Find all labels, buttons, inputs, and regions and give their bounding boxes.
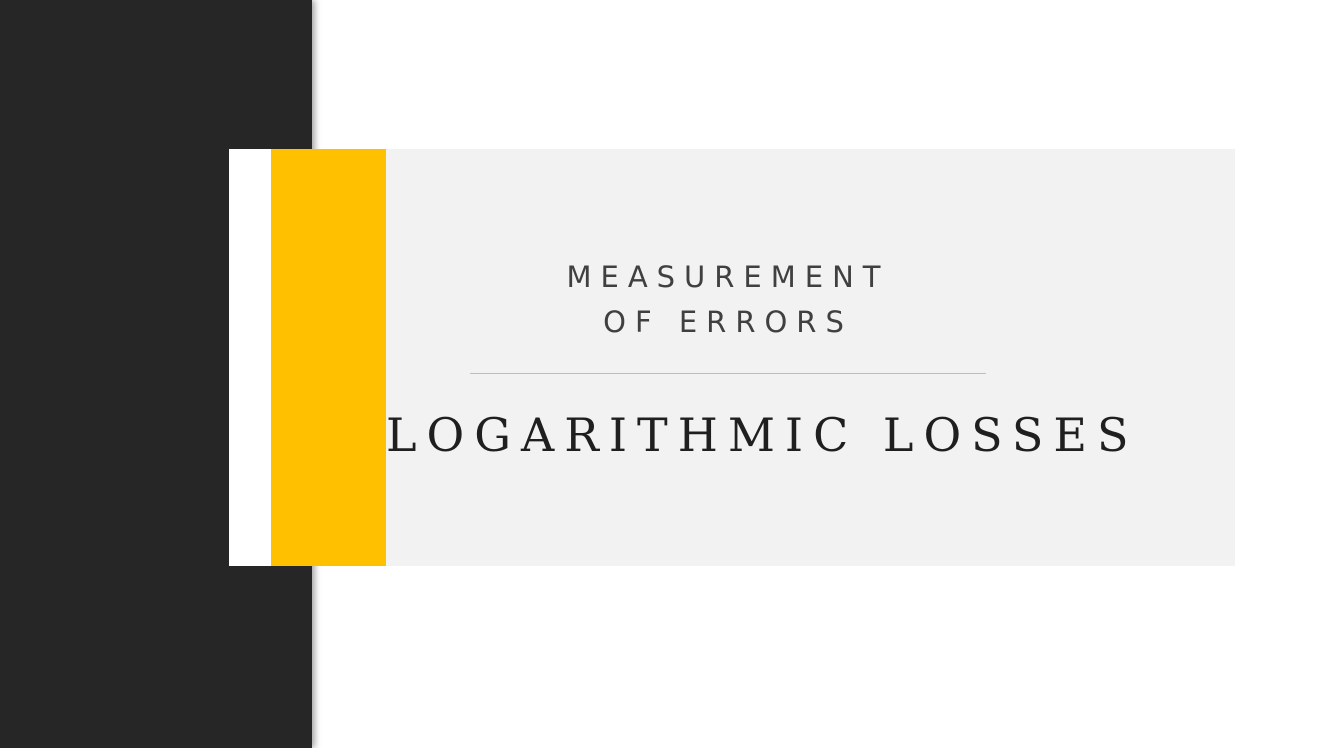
slide-title: LOGARITHMIC LOSSES [386,408,1139,462]
gold-accent-bar [271,149,386,566]
title-content-box [386,149,1235,566]
white-accent-strip [229,149,271,566]
subtitle-line-1: MEASUREMENT [566,260,890,294]
title-divider-line [470,373,986,374]
subtitle-line-2: OF ERRORS [603,305,853,339]
slide-subtitle: MEASUREMENT OF ERRORS [470,255,986,345]
